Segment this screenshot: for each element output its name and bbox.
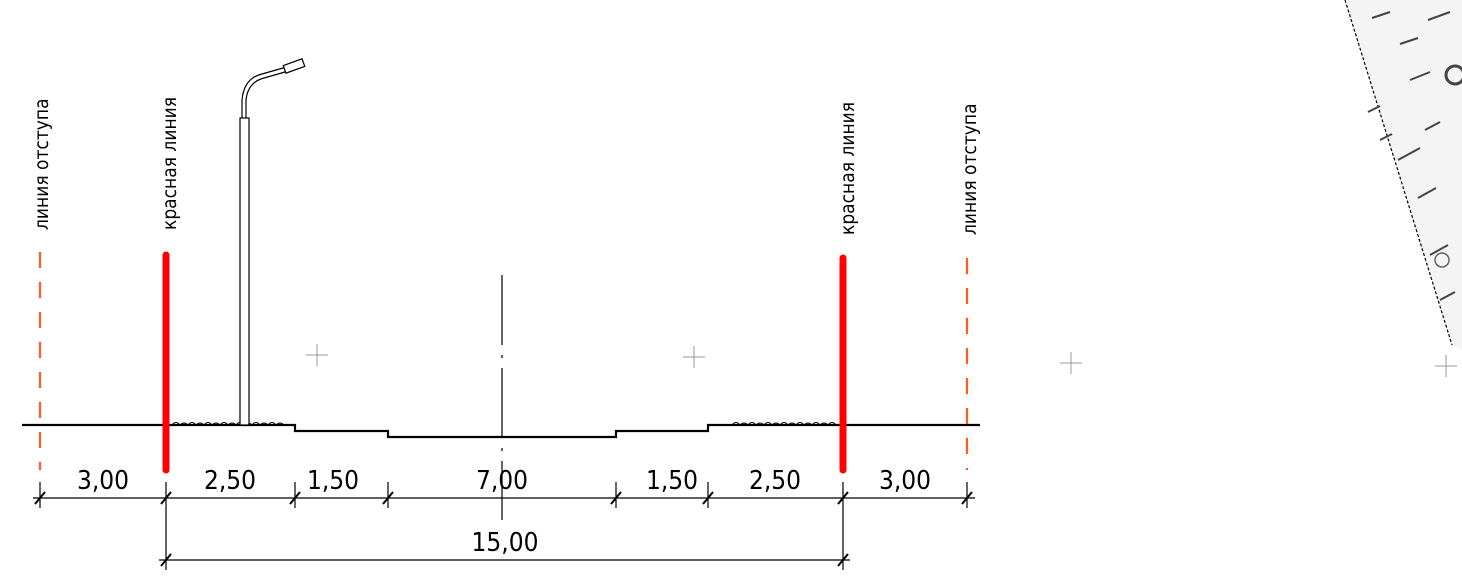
label-red-line-left: красная линия <box>159 97 181 230</box>
dim-seg1: 3,00 <box>77 466 129 496</box>
dim-seg4: 7,00 <box>476 466 528 496</box>
dim-seg5: 1,50 <box>646 466 698 496</box>
street-lamp-icon <box>239 58 306 426</box>
label-setback-right: линия отступа <box>959 103 981 235</box>
dim-seg3: 1,50 <box>307 466 359 496</box>
dim-total: 15,00 <box>472 528 539 558</box>
dimension-chain <box>33 482 975 570</box>
snap-markers <box>306 344 1457 377</box>
map-fragment <box>1344 0 1462 350</box>
dim-seg6: 2,50 <box>749 466 801 496</box>
label-red-line-right: красная линия <box>837 102 859 235</box>
dim-seg2: 2,50 <box>204 466 256 496</box>
grass-strip-left <box>171 422 285 426</box>
dim-seg7: 3,00 <box>879 466 931 496</box>
grass-strip-right <box>731 422 837 426</box>
label-setback-left: линия отступа <box>31 98 53 230</box>
